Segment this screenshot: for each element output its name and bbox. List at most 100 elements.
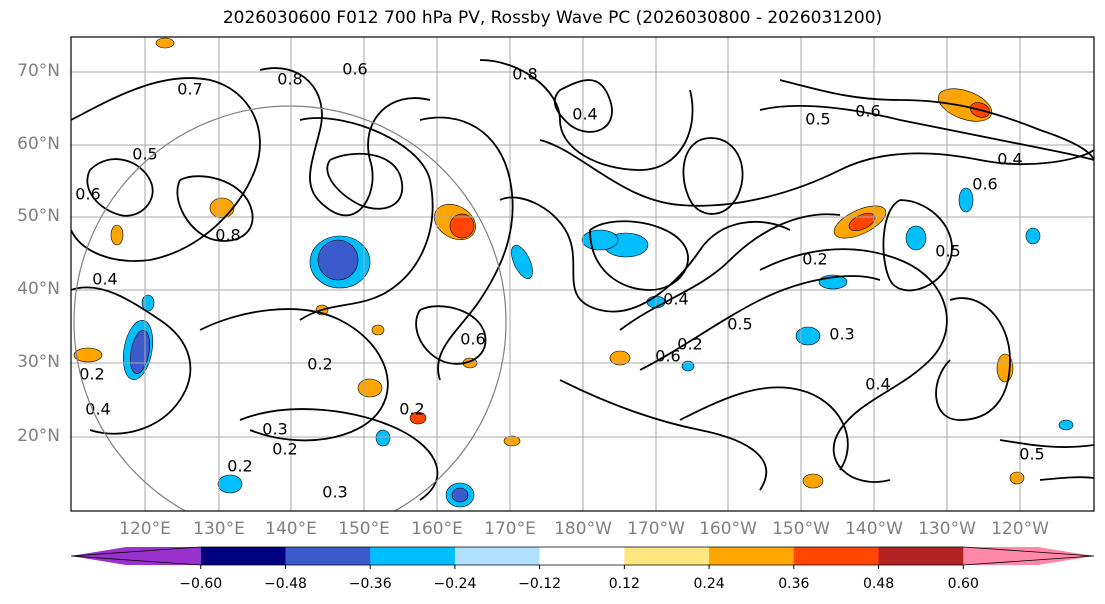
contour-label: 0.6 bbox=[972, 175, 997, 194]
contour-label: 0.5 bbox=[727, 315, 752, 334]
colorbar-segment bbox=[200, 547, 286, 565]
lon-tick-label: 120°W bbox=[991, 519, 1049, 539]
colorbar-tick-label: 0.24 bbox=[693, 576, 725, 592]
lon-tick-label: 120°E bbox=[119, 519, 171, 539]
anomaly-blob bbox=[958, 187, 974, 213]
contour-label: 0.8 bbox=[512, 65, 537, 84]
graticule bbox=[71, 37, 1094, 511]
anomaly-blob bbox=[1025, 227, 1041, 245]
anomaly-blob bbox=[511, 245, 533, 279]
pv-contour-line bbox=[479, 59, 694, 171]
contour-label: 0.8 bbox=[215, 226, 240, 245]
contour-label: 0.5 bbox=[132, 145, 157, 164]
anomaly-blob bbox=[449, 213, 475, 239]
anomaly-blob bbox=[1009, 471, 1025, 485]
pv-contour-line bbox=[679, 386, 849, 471]
anomaly-blob bbox=[155, 37, 175, 49]
pv-contour-line bbox=[71, 286, 192, 435]
lat-tick-label: 60°N bbox=[17, 134, 60, 154]
contour-label: 0.2 bbox=[677, 335, 702, 354]
map-frame bbox=[70, 36, 1095, 512]
contour-label: 0.4 bbox=[572, 105, 597, 124]
pv-contour-line bbox=[86, 158, 154, 217]
colorbar-segment bbox=[878, 547, 964, 565]
anomaly-blob bbox=[451, 487, 469, 503]
lon-tick-label: 150°E bbox=[338, 519, 390, 539]
pv-contour-line bbox=[539, 139, 1094, 207]
contour-label: 0.6 bbox=[855, 102, 880, 121]
anomaly-blob bbox=[609, 350, 631, 366]
lat-tick-label: 40°N bbox=[17, 279, 60, 299]
pv-contour-line bbox=[779, 79, 1094, 161]
anomaly-shading bbox=[73, 37, 1074, 508]
pv-contour-line bbox=[935, 297, 1011, 421]
lat-tick-label: 50°N bbox=[17, 206, 60, 226]
colorbar-tick-label: 0.12 bbox=[608, 576, 640, 592]
colorbar-tick-label: 0.60 bbox=[947, 576, 979, 592]
colorbar-tick-label: −0.48 bbox=[264, 576, 307, 592]
anomaly-blob bbox=[317, 239, 359, 281]
lon-tick-label: 180°W bbox=[554, 519, 612, 539]
pv-contour-line bbox=[682, 137, 744, 215]
anomaly-blob bbox=[110, 224, 124, 246]
pv-contour-line bbox=[759, 248, 948, 483]
lat-tick-label: 30°N bbox=[17, 352, 60, 372]
contour-label: 0.5 bbox=[805, 110, 830, 129]
map-title: 2026030600 F012 700 hPa PV, Rossby Wave … bbox=[222, 8, 883, 28]
lon-tick-label: 160°W bbox=[699, 519, 757, 539]
pv-contour-line bbox=[619, 213, 841, 331]
colorbar-tick-label: 0.48 bbox=[862, 576, 895, 592]
lon-tick-label: 170°E bbox=[484, 519, 536, 539]
pv-contour-line bbox=[199, 308, 389, 442]
lat-tick-label: 70°N bbox=[17, 61, 60, 81]
contour-label: 0.7 bbox=[177, 80, 202, 99]
contour-label: 0.6 bbox=[75, 185, 100, 204]
contour-label: 0.5 bbox=[1019, 445, 1044, 464]
anomaly-blob bbox=[73, 347, 103, 363]
colorbar-segment bbox=[624, 547, 710, 565]
contour-label: 0.2 bbox=[399, 400, 424, 419]
pv-contour-line bbox=[553, 79, 613, 133]
contour-label: 0.3 bbox=[262, 420, 287, 439]
lon-tick-label: 140°W bbox=[845, 519, 903, 539]
anomaly-blob bbox=[795, 326, 821, 346]
anomaly-blob bbox=[375, 429, 391, 447]
colorbar-tick-label: −0.12 bbox=[518, 576, 562, 592]
pv-contour-line bbox=[299, 117, 434, 321]
contour-label: 0.4 bbox=[865, 375, 890, 394]
anomaly-blob bbox=[217, 474, 243, 494]
colorbar-segment bbox=[709, 547, 795, 565]
colorbar-tick-label: −0.36 bbox=[348, 576, 392, 592]
contour-label: 0.4 bbox=[663, 290, 688, 309]
lat-tick-label: 20°N bbox=[17, 426, 60, 446]
contour-labels: 0.8 0.6 0.7 0.5 0.6 0.8 0.4 0.2 0.3 0.2 0.4 0.2 0.3 0… bbox=[75, 60, 1044, 502]
pv-contour-line bbox=[239, 408, 439, 501]
anomaly-blob bbox=[503, 435, 521, 447]
colorbar-segment bbox=[71, 547, 201, 565]
anomaly-blob bbox=[357, 378, 383, 398]
lon-tick-label: 130°W bbox=[918, 519, 976, 539]
pv-contour-line bbox=[71, 77, 261, 262]
contour-label: 0.4 bbox=[85, 400, 110, 419]
colorbar-segment bbox=[454, 547, 541, 565]
colorbar-segment bbox=[370, 547, 456, 565]
pv-contours bbox=[71, 59, 1094, 501]
contour-label: 0.5 bbox=[935, 242, 960, 261]
anomaly-blob bbox=[802, 473, 824, 489]
reference-circle bbox=[73, 105, 507, 511]
lon-tick-label: 160°E bbox=[411, 519, 463, 539]
pv-contour-line bbox=[759, 105, 1094, 161]
pv-contour-line bbox=[999, 439, 1094, 448]
contour-label: 0.6 bbox=[655, 347, 680, 366]
contour-label: 0.2 bbox=[79, 365, 104, 384]
colorbar bbox=[70, 546, 1095, 569]
anomaly-blob bbox=[905, 225, 927, 251]
lon-tick-label: 130°E bbox=[193, 519, 245, 539]
anomaly-blob bbox=[848, 213, 876, 231]
contour-label: 0.2 bbox=[227, 457, 252, 476]
lon-tick-label: 170°W bbox=[627, 519, 685, 539]
pv-contour-line bbox=[1039, 476, 1094, 481]
pv-contour-line bbox=[882, 199, 953, 292]
contour-label: 0.3 bbox=[829, 325, 854, 344]
